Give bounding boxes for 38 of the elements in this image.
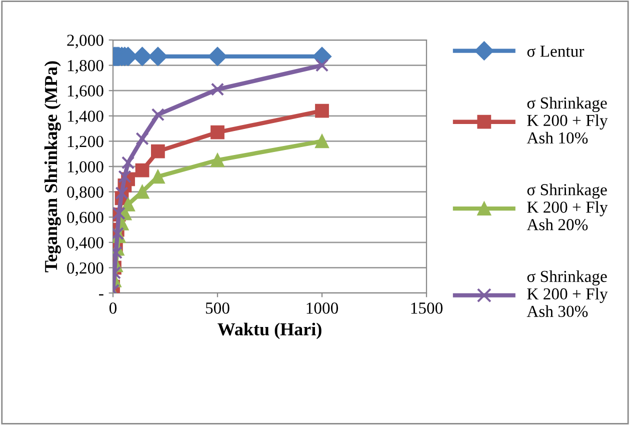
- point: [151, 108, 165, 122]
- legend-label: σ Shrinkage K 200 + Fly Ash 20%: [526, 184, 608, 230]
- point: [210, 82, 224, 96]
- y-tick-label: 1,400: [68, 110, 104, 124]
- x-tick-label: 0: [109, 302, 117, 314]
- y-tick-label: -: [99, 294, 104, 296]
- legend-label: σ Shrinkage K 200 + Fly Ash 10%: [526, 96, 608, 144]
- y-tick-label: 0,800: [67, 186, 104, 200]
- point: [315, 134, 329, 148]
- point: [315, 58, 329, 72]
- point: [135, 163, 150, 178]
- point: [150, 170, 165, 184]
- y-tick-label: 2,000: [67, 34, 104, 48]
- point: [136, 132, 149, 146]
- y-tick-label: 1,800: [68, 60, 104, 74]
- y-tick-label: 1,200: [68, 136, 104, 150]
- y-tick-label: 1,600: [68, 85, 104, 99]
- point: [121, 156, 135, 170]
- y-tick-label: 1,000: [68, 161, 104, 175]
- point: [315, 104, 329, 118]
- x-tick-label: 1000: [306, 302, 338, 314]
- point: [208, 46, 228, 66]
- legend-label: σ Shrinkage K 200 + Fly Ash 30%: [526, 270, 608, 318]
- x-tick-label: 500: [206, 302, 230, 314]
- y-tick-label: 0,200: [67, 262, 104, 276]
- point: [115, 186, 128, 200]
- y-tick-label: 0,400: [67, 237, 104, 251]
- legend-label: σ Lentur: [527, 46, 584, 57]
- y-tick-label: 0,600: [67, 212, 104, 226]
- x-tick-label: 1500: [411, 302, 443, 314]
- y-axis-title: Tegangan Shrinkage (MPa): [44, 61, 61, 272]
- point: [210, 125, 224, 140]
- x-axis-title: Waktu (Hari): [218, 322, 322, 340]
- point: [148, 46, 168, 66]
- point: [150, 144, 165, 158]
- point: [121, 198, 135, 212]
- point: [118, 170, 132, 184]
- point: [210, 153, 224, 168]
